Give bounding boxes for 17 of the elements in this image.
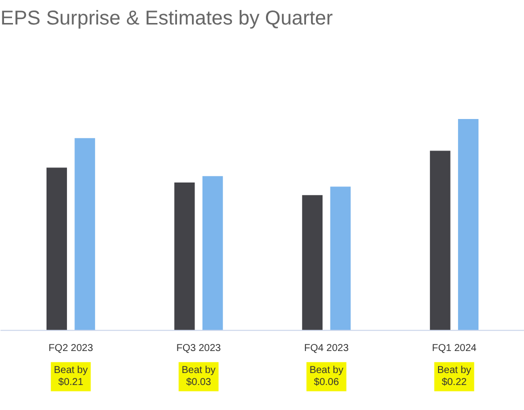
bar — [330, 186, 351, 330]
text: Beat by $0.03 — [182, 365, 216, 388]
text: Beat by $0.06 — [309, 365, 344, 388]
bar — [174, 182, 195, 330]
text: Beat by $0.22 — [437, 365, 472, 388]
bar — [458, 119, 478, 330]
bar — [46, 168, 67, 330]
x-tick-label: FQ2 2023 — [48, 343, 94, 354]
chart-title: EPS Surprise & Estimates by Quarter — [0, 8, 334, 30]
bar — [202, 176, 223, 330]
bar — [430, 150, 450, 330]
text: Beat by $0.21 — [54, 365, 88, 388]
x-tick-label: FQ3 2023 — [176, 343, 222, 354]
x-tick-label: FQ4 2023 — [304, 343, 350, 354]
x-tick-label: FQ1 2024 — [432, 343, 477, 354]
bar — [74, 138, 96, 330]
bar — [302, 195, 323, 330]
